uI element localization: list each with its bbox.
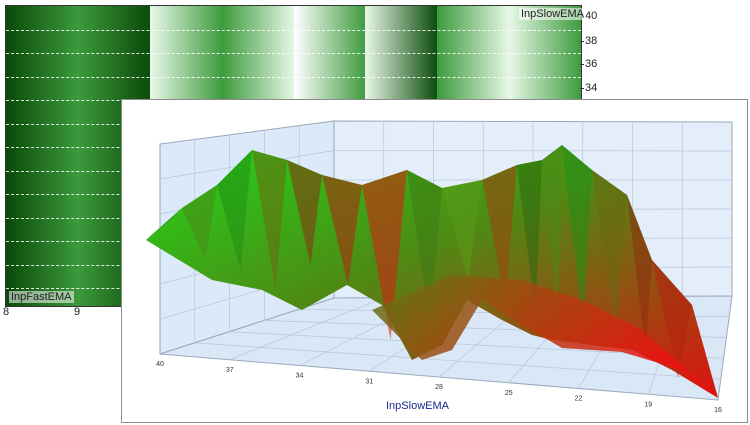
surface-facet — [627, 195, 652, 350]
surface-x-tick-label: 37 — [226, 367, 234, 374]
heatmap-column — [6, 6, 79, 306]
heatmap-y-tick: 38 — [585, 35, 598, 47]
surface-facet — [217, 150, 252, 270]
heatmap-gridline — [6, 76, 581, 78]
surface-facet — [442, 180, 482, 280]
surface-x-axis-title: InpSlowEMA — [386, 400, 449, 412]
surface-facet — [182, 185, 217, 260]
surface-3d-chart[interactable]: 40 37 34 31 28 25 22 19 16 — [122, 100, 747, 422]
heatmap-y-tick-mark — [580, 64, 584, 65]
heatmap-y-tick-mark — [580, 88, 584, 89]
surface-x-tick-label: 34 — [296, 373, 304, 380]
surface-facet — [652, 260, 692, 378]
heatmap-y-tick: 34 — [585, 82, 598, 94]
surface-x-tick-label: 22 — [575, 396, 583, 403]
surface-facet — [322, 175, 362, 285]
surface-facet — [362, 170, 407, 340]
surface-3d-panel[interactable]: 40 37 34 31 28 25 22 19 16 InpSlowEMA — [121, 99, 748, 423]
surface-x-ticks: 40 37 34 31 28 25 22 19 16 — [156, 361, 722, 414]
surface-x-tick-label: 25 — [505, 390, 513, 397]
surface-facet — [517, 160, 542, 315]
heatmap-y-tick: 40 — [585, 10, 598, 22]
surface-x-tick-label: 31 — [365, 378, 373, 385]
surface-facet — [562, 145, 592, 325]
heatmap-gridline — [6, 29, 581, 31]
surface-x-tick-label: 40 — [156, 361, 164, 368]
surface-mesh — [146, 145, 718, 398]
heatmap-gridline — [6, 53, 581, 54]
heatmap-y-tick-mark — [580, 41, 584, 42]
surface-facet — [592, 170, 627, 330]
surface-facet — [287, 160, 322, 265]
heatmap-x-tick: 9 — [74, 306, 81, 318]
surface-x-tick-label: 19 — [644, 401, 652, 408]
wall-gridline — [333, 150, 733, 152]
heatmap-x-axis-label: InpFastEMA — [9, 291, 74, 303]
wall-gridline — [229, 297, 384, 361]
wall-gridline — [194, 342, 721, 380]
surface-x-tick-label: 16 — [714, 407, 722, 414]
surface-facet — [542, 145, 562, 320]
heatmap-y-tick: 36 — [585, 58, 598, 70]
surface-facet — [482, 165, 517, 300]
surface-x-tick-label: 28 — [435, 384, 443, 391]
surface-facet — [146, 208, 182, 240]
surface-facet — [252, 150, 287, 290]
heatmap-x-tick: 8 — [3, 306, 10, 318]
surface-front-slope — [372, 275, 718, 398]
heatmap-y-axis-label: InpSlowEMA — [519, 8, 586, 20]
surface-facet — [692, 305, 718, 398]
